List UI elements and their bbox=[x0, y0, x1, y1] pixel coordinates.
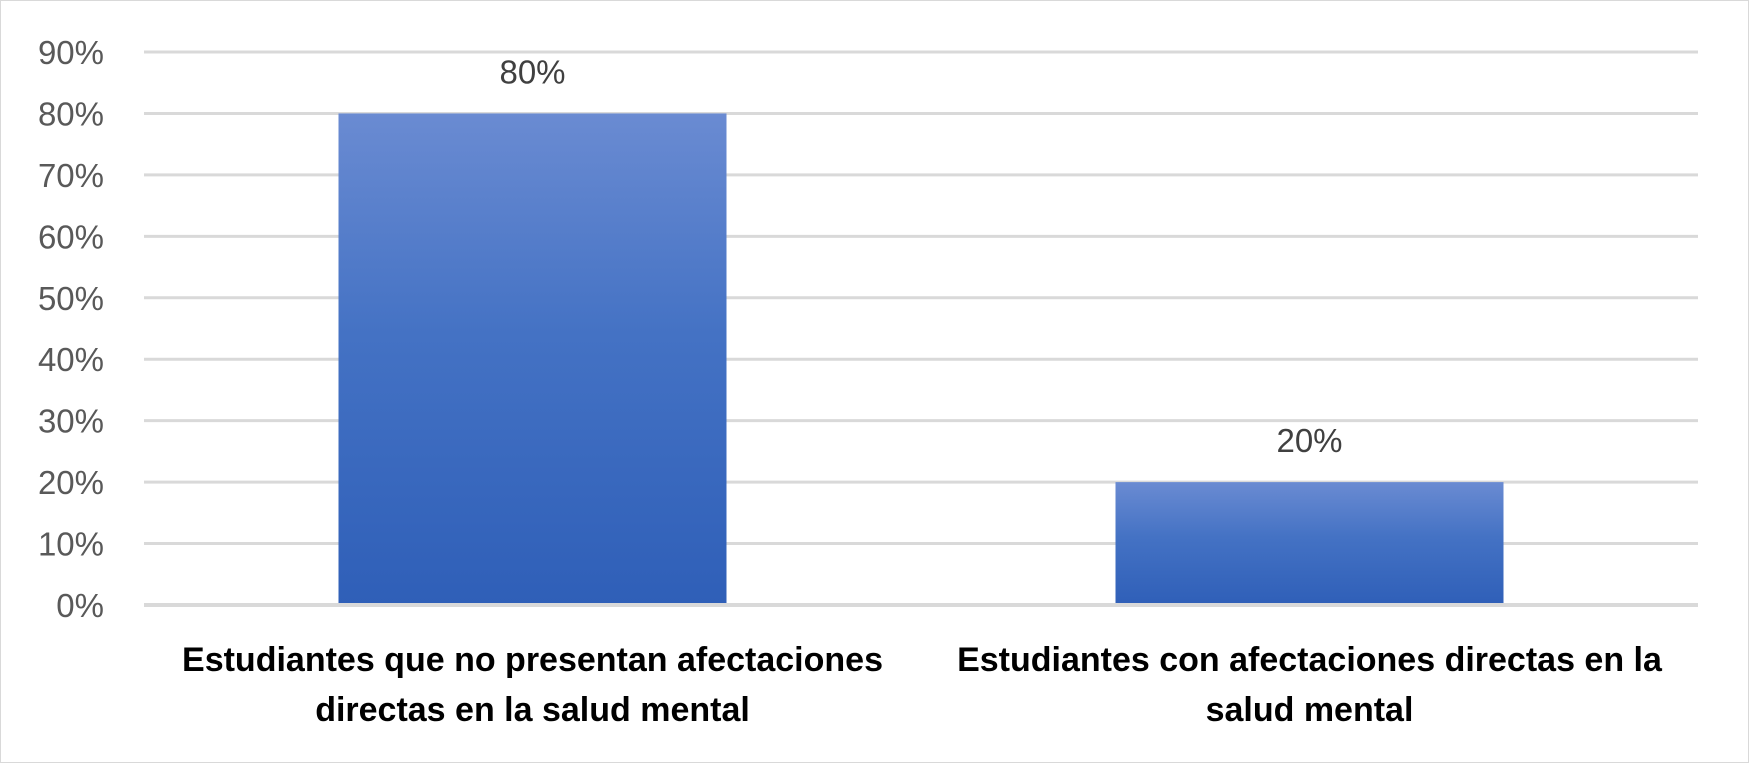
bars bbox=[338, 113, 1504, 605]
y-tick-label: 40% bbox=[38, 341, 104, 378]
y-tick-label: 20% bbox=[38, 464, 104, 501]
data-label: 80% bbox=[499, 53, 565, 90]
y-tick-label: 60% bbox=[38, 218, 104, 255]
category-label: Estudiantes que no presentan afectacione… bbox=[182, 641, 883, 729]
bar bbox=[338, 113, 727, 605]
category-label: Estudiantes con afectaciones directas en… bbox=[957, 641, 1663, 729]
category-labels: Estudiantes que no presentan afectacione… bbox=[182, 641, 1663, 729]
y-tick-label: 70% bbox=[38, 157, 104, 194]
y-tick-label: 30% bbox=[38, 403, 104, 440]
y-axis-ticks: 0% 10% 20% 30% 40% 50% 60% 70% 80% 90% bbox=[38, 34, 104, 624]
data-labels: 80% 20% bbox=[499, 53, 1342, 459]
bar bbox=[1115, 482, 1504, 605]
data-label: 20% bbox=[1276, 422, 1342, 459]
y-tick-label: 0% bbox=[56, 587, 104, 624]
y-tick-label: 80% bbox=[38, 95, 104, 132]
y-tick-label: 90% bbox=[38, 34, 104, 71]
y-tick-label: 10% bbox=[38, 526, 104, 563]
y-tick-label: 50% bbox=[38, 280, 104, 317]
